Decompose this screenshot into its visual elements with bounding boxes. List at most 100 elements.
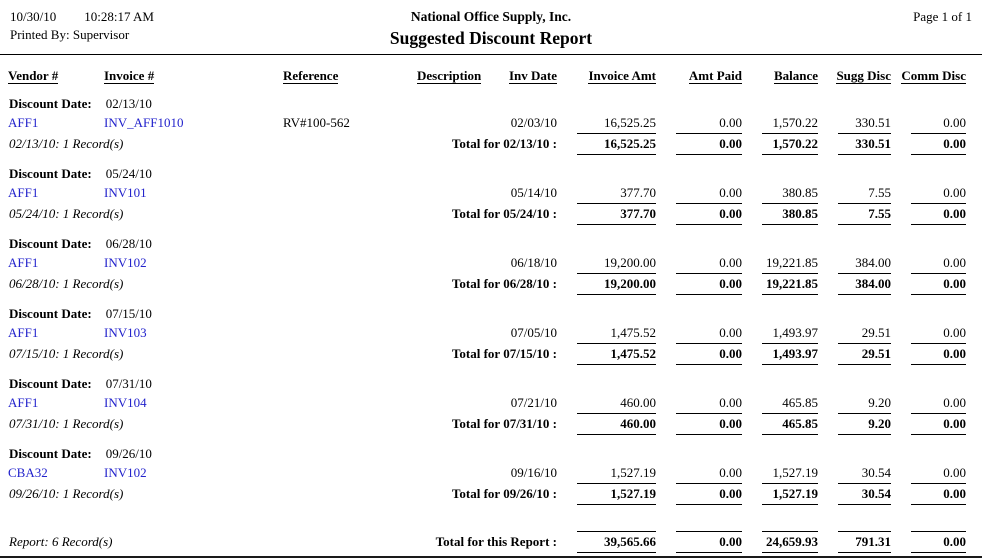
reference-cell — [283, 323, 417, 343]
description-cell — [417, 323, 500, 343]
group-total-comm-disc: 0.00 — [911, 133, 966, 155]
header-divider — [0, 54, 982, 55]
group-total-amt-paid: 0.00 — [676, 273, 742, 295]
group-total-invoice-amt: 377.70 — [577, 203, 656, 225]
vendor-link[interactable]: AFF1 — [8, 325, 39, 340]
group-header: Discount Date: 02/13/10 — [8, 94, 974, 113]
invoice-row: AFF1 INV104 07/21/10 460.00 0.00 465.85 … — [8, 393, 974, 413]
sugg-disc-cell: 29.51 — [861, 325, 891, 340]
vendor-link[interactable]: AFF1 — [8, 185, 39, 200]
amt-paid-cell: 0.00 — [719, 325, 742, 340]
group-total-balance: 380.85 — [762, 203, 818, 225]
col-header-balance: Balance — [773, 68, 818, 84]
discount-date-label: Discount Date: — [9, 236, 92, 251]
invoice-cell: INV101 — [104, 183, 283, 203]
group-total-row: 07/31/10: 1 Record(s) Total for 07/31/10… — [8, 413, 974, 435]
report-total-comm-disc: 0.00 — [911, 531, 966, 553]
invoice-link[interactable]: INV103 — [104, 325, 147, 340]
group-total-row: 05/24/10: 1 Record(s) Total for 05/24/10… — [8, 203, 974, 225]
report-total-balance: 24,659.93 — [762, 531, 818, 553]
group-total-invoice-amt: 460.00 — [577, 413, 656, 435]
report-total-invoice-amt: 39,565.66 — [577, 531, 656, 553]
description-cell — [417, 183, 500, 203]
group-total-amt-paid: 0.00 — [676, 413, 742, 435]
col-header-comm-disc: Comm Disc — [901, 68, 966, 84]
group-total-amt-paid: 0.00 — [676, 133, 742, 155]
sugg-disc-cell: 30.54 — [861, 465, 891, 480]
invoice-row: AFF1 INV_AFF1010 RV#100-562 02/03/10 16,… — [8, 113, 974, 133]
discount-group: Discount Date: 09/26/10 CBA32 INV102 09/1… — [8, 444, 974, 505]
invoice-row: AFF1 INV101 05/14/10 377.70 0.00 380.85 … — [8, 183, 974, 203]
group-header: Discount Date: 06/28/10 — [8, 234, 974, 253]
discount-group: Discount Date: 06/28/10 AFF1 INV102 06/18… — [8, 234, 974, 295]
invoice-link[interactable]: INV_AFF1010 — [104, 115, 184, 130]
vendor-link[interactable]: AFF1 — [8, 255, 39, 270]
group-record-count: 02/13/10: 1 Record(s) — [9, 136, 124, 151]
group-total-comm-disc: 0.00 — [911, 413, 966, 435]
group-total-sugg-disc: 384.00 — [838, 273, 891, 295]
col-header-inv-date: Inv Date — [508, 68, 557, 84]
vendor-cell: AFF1 — [8, 113, 104, 133]
column-header-row: Vendor # Invoice # Reference Description… — [8, 66, 974, 85]
page-number: Page 1 of 1 — [913, 9, 972, 24]
group-total-amt-paid: 0.00 — [676, 203, 742, 225]
balance-cell: 1,527.19 — [772, 465, 819, 480]
group-total-sugg-disc: 330.51 — [838, 133, 891, 155]
group-total-comm-disc: 0.00 — [911, 203, 966, 225]
vendor-link[interactable]: CBA32 — [8, 465, 48, 480]
amt-paid-cell: 0.00 — [719, 255, 742, 270]
group-total-row: 07/15/10: 1 Record(s) Total for 07/15/10… — [8, 343, 974, 365]
inv-date-cell: 07/05/10 — [510, 325, 557, 340]
group-record-count: 05/24/10: 1 Record(s) — [9, 206, 124, 221]
sugg-disc-cell: 384.00 — [855, 255, 891, 270]
invoice-amt-cell: 460.00 — [620, 395, 656, 410]
vendor-link[interactable]: AFF1 — [8, 395, 39, 410]
comm-disc-cell: 0.00 — [943, 465, 966, 480]
vendor-link[interactable]: AFF1 — [8, 115, 39, 130]
group-total-balance: 1,570.22 — [762, 133, 818, 155]
group-total-balance: 1,493.97 — [762, 343, 818, 365]
invoice-link[interactable]: INV102 — [104, 465, 147, 480]
comm-disc-cell: 0.00 — [943, 255, 966, 270]
group-total-sugg-disc: 7.55 — [838, 203, 891, 225]
print-datetime: 10/30/10 10:28:17 AM — [10, 8, 250, 26]
invoice-link[interactable]: INV102 — [104, 255, 147, 270]
inv-date-cell: 07/21/10 — [510, 395, 557, 410]
group-total-amt-paid: 0.00 — [676, 343, 742, 365]
discount-date-label: Discount Date: — [9, 446, 92, 461]
description-cell — [417, 463, 500, 483]
balance-cell: 1,570.22 — [772, 115, 819, 130]
amt-paid-cell: 0.00 — [719, 185, 742, 200]
group-header: Discount Date: 07/15/10 — [8, 304, 974, 323]
sugg-disc-cell: 7.55 — [868, 185, 891, 200]
vendor-cell: AFF1 — [8, 323, 104, 343]
report-record-count: Report: 6 Record(s) — [9, 534, 113, 549]
sugg-disc-cell: 330.51 — [855, 115, 891, 130]
invoice-amt-cell: 16,525.25 — [604, 115, 656, 130]
amt-paid-cell: 0.00 — [719, 115, 742, 130]
vendor-cell: AFF1 — [8, 253, 104, 273]
inv-date-cell: 05/14/10 — [510, 185, 557, 200]
invoice-link[interactable]: INV104 — [104, 395, 147, 410]
group-total-sugg-disc: 29.51 — [838, 343, 891, 365]
printed-by: Printed By: Supervisor — [10, 27, 130, 42]
group-total-comm-disc: 0.00 — [911, 343, 966, 365]
group-total-row: 09/26/10: 1 Record(s) Total for 09/26/10… — [8, 483, 974, 505]
discount-date-label: Discount Date: — [9, 306, 92, 321]
discount-date-value: 06/28/10 — [105, 236, 152, 251]
col-header-sugg-disc: Sugg Disc — [836, 68, 891, 84]
vendor-cell: CBA32 — [8, 463, 104, 483]
discount-date-value: 05/24/10 — [105, 166, 152, 181]
group-record-count: 06/28/10: 1 Record(s) — [9, 276, 124, 291]
invoice-link[interactable]: INV101 — [104, 185, 147, 200]
sugg-disc-cell: 9.20 — [868, 395, 891, 410]
invoice-cell: INV104 — [104, 393, 283, 413]
report-total-row: Report: 6 Record(s) Total for this Repor… — [8, 531, 974, 553]
group-total-row: 06/28/10: 1 Record(s) Total for 06/28/10… — [8, 273, 974, 295]
reference-cell — [283, 463, 417, 483]
report-total-amt-paid: 0.00 — [676, 531, 742, 553]
col-header-invoice-amt: Invoice Amt — [588, 68, 656, 84]
group-total-balance: 465.85 — [762, 413, 818, 435]
reference-cell — [283, 393, 417, 413]
